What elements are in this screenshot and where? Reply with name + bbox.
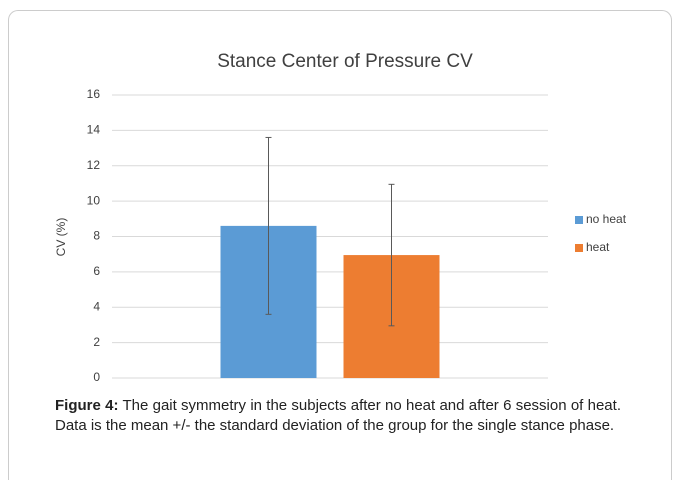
y-tick-label: 0 <box>93 370 100 384</box>
figure-frame <box>8 10 672 480</box>
y-tick-label: 2 <box>93 335 100 349</box>
y-tick-label: 12 <box>87 158 101 172</box>
legend-swatch <box>575 216 583 224</box>
y-tick-label: 14 <box>87 123 101 137</box>
caption-label: Figure 4: <box>55 397 119 414</box>
y-tick-label: 10 <box>87 193 101 207</box>
y-axis-label: CV (%) <box>54 218 68 257</box>
legend-swatch <box>575 244 583 252</box>
legend-label: heat <box>586 240 610 254</box>
legend-label: no heat <box>586 212 627 226</box>
chart: Stance Center of Pressure CV CV (%) 0 2 4 6… <box>54 51 627 384</box>
y-tick-label: 8 <box>93 229 100 243</box>
caption-text: The gait symmetry in the subjects after … <box>55 397 621 434</box>
caption: Figure 4: The gait symmetry in the subje… <box>55 396 621 436</box>
chart-title: Stance Center of Pressure CV <box>217 51 473 72</box>
y-tick-label: 4 <box>93 299 100 313</box>
y-tick-label: 16 <box>87 87 101 101</box>
y-tick-label: 6 <box>93 264 100 278</box>
